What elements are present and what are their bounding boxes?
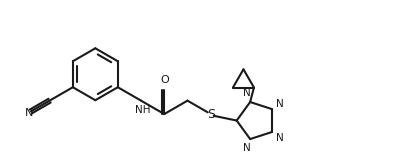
Text: NH: NH <box>135 105 150 115</box>
Text: N: N <box>276 99 284 108</box>
Text: N: N <box>25 108 33 118</box>
Text: N: N <box>243 143 251 153</box>
Text: O: O <box>160 75 169 85</box>
Text: N: N <box>276 133 284 143</box>
Text: S: S <box>207 108 215 121</box>
Text: N: N <box>243 88 251 98</box>
